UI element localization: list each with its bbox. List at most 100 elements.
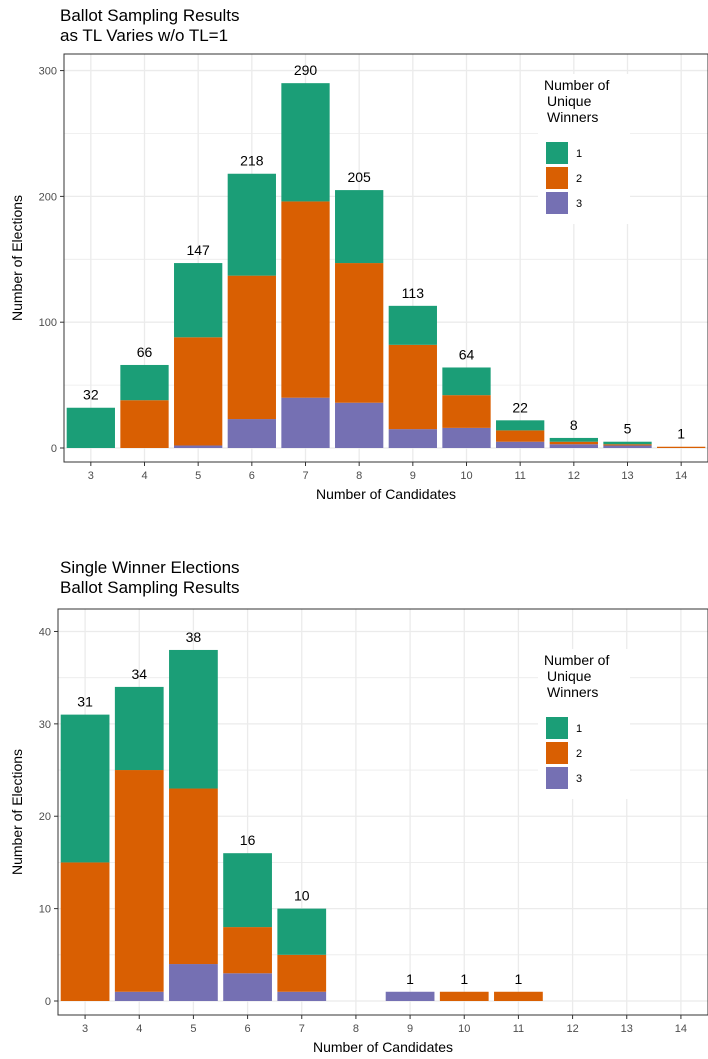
legend-title-line: Winners — [547, 684, 598, 700]
data-label: 1 — [515, 971, 523, 987]
legend-title-line: Unique — [547, 93, 592, 109]
y-tick-label: 10 — [39, 904, 51, 916]
data-label: 32 — [83, 387, 99, 403]
bar-series-2-10 — [442, 395, 491, 428]
bar-series-2-5 — [174, 337, 223, 446]
chart-1-title: Ballot Sampling Results as TL Varies w/o… — [60, 6, 240, 46]
x-tick-label: 5 — [195, 470, 201, 482]
bar-series-3-8 — [335, 402, 384, 448]
bar-series-3-12 — [549, 444, 598, 448]
data-label: 1 — [677, 426, 685, 442]
bar-series-3-6 — [223, 973, 272, 1001]
bar-series-3-7 — [277, 991, 327, 1001]
y-axis: 0 100 200 300 — [39, 66, 64, 455]
x-tick-label: 8 — [356, 470, 362, 482]
bar-series-3-11 — [496, 441, 545, 448]
data-label: 16 — [240, 832, 256, 848]
legend-title-line: Winners — [547, 109, 598, 125]
bar-series-1-3 — [66, 407, 115, 448]
legend-label-1: 1 — [576, 148, 582, 160]
bars — [60, 649, 543, 1001]
bar-series-2-5 — [169, 788, 218, 965]
x-tick-label: 12 — [566, 1023, 578, 1035]
data-label: 66 — [137, 344, 153, 360]
legend-swatch-2 — [546, 742, 568, 764]
bar-series-2-6 — [223, 927, 272, 974]
x-tick-label: 6 — [245, 1023, 251, 1035]
bar-series-1-11 — [496, 420, 545, 431]
x-axis-label: Number of Candidates — [316, 486, 456, 502]
chart-1: Ballot Sampling Results as TL Varies w/o… — [0, 0, 708, 520]
bar-series-3-13 — [603, 445, 652, 448]
data-label: 113 — [402, 285, 425, 301]
bar-series-2-10 — [439, 991, 489, 1001]
y-tick-label: 200 — [39, 191, 57, 203]
legend-title-line: Number of — [544, 652, 609, 668]
bar-series-2-4 — [120, 400, 169, 448]
y-tick-label: 20 — [39, 811, 51, 823]
bar-series-1-5 — [174, 263, 223, 338]
x-tick-label: 7 — [299, 1023, 305, 1035]
bars — [66, 83, 706, 448]
chart-2-title-line-2: Ballot Sampling Results — [60, 578, 240, 597]
chart-2: Single Winner Elections Ballot Sampling … — [0, 555, 708, 1059]
bar-series-2-11 — [496, 430, 545, 442]
y-tick-label: 30 — [39, 719, 51, 731]
panel-border — [63, 53, 708, 463]
x-tick-label: 11 — [514, 470, 525, 482]
bar-series-2-13 — [603, 444, 652, 446]
bar-series-1-9 — [388, 305, 437, 345]
x-tick-label: 9 — [410, 470, 416, 482]
bar-series-2-7 — [277, 954, 327, 992]
bar-series-1-5 — [169, 649, 218, 789]
x-tick-label: 10 — [460, 470, 472, 482]
bar-series-2-11 — [494, 991, 543, 1001]
y-axis-label: Number of Elections — [9, 749, 25, 875]
legend-swatch-3 — [546, 767, 568, 789]
data-label: 5 — [624, 421, 632, 437]
legend-swatch-1 — [546, 142, 568, 164]
legend-swatch-1 — [546, 717, 568, 739]
x-tick-label: 4 — [141, 470, 147, 482]
x-tick-label: 10 — [458, 1023, 470, 1035]
data-label: 205 — [347, 169, 371, 185]
legend-title-line: Unique — [547, 668, 592, 684]
x-axis: 3 4 5 6 7 8 9 10 11 12 13 14 — [82, 1015, 687, 1035]
x-tick-label: 12 — [568, 470, 580, 482]
x-tick-label: 9 — [407, 1023, 413, 1035]
bar-series-3-10 — [442, 427, 491, 448]
bar-series-2-14 — [657, 446, 706, 448]
bar-series-2-9 — [388, 344, 437, 430]
data-label: 34 — [131, 666, 147, 682]
y-tick-label: 40 — [39, 626, 51, 638]
bar-series-2-6 — [227, 275, 276, 420]
data-label: 147 — [186, 242, 210, 258]
x-tick-label: 14 — [675, 470, 687, 482]
y-tick-label: 0 — [51, 443, 57, 455]
legend-label-3: 3 — [576, 198, 582, 210]
bar-series-1-4 — [120, 364, 169, 401]
bar-series-1-13 — [603, 441, 652, 445]
bar-series-3-7 — [281, 397, 330, 448]
x-tick-label: 13 — [621, 1023, 633, 1035]
legend-swatch-2 — [546, 167, 568, 189]
bar-series-2-12 — [549, 441, 598, 445]
bar-series-1-6 — [223, 853, 272, 928]
data-label: 22 — [512, 399, 528, 415]
x-tick-label: 14 — [675, 1023, 687, 1035]
data-label: 38 — [186, 629, 202, 645]
data-label: 1 — [406, 971, 414, 987]
bar-series-3-9 — [388, 429, 437, 448]
x-tick-label: 6 — [249, 470, 255, 482]
legend-swatch-3 — [546, 192, 568, 214]
bar-series-1-4 — [114, 686, 164, 771]
bar-series-3-5 — [174, 445, 223, 448]
chart-2-title: Single Winner Elections Ballot Sampling … — [60, 558, 240, 598]
bar-series-2-3 — [60, 862, 110, 1001]
bar-series-1-7 — [281, 83, 330, 202]
chart-2-title-line-1: Single Winner Elections — [60, 558, 240, 577]
bar-series-2-7 — [281, 201, 330, 398]
